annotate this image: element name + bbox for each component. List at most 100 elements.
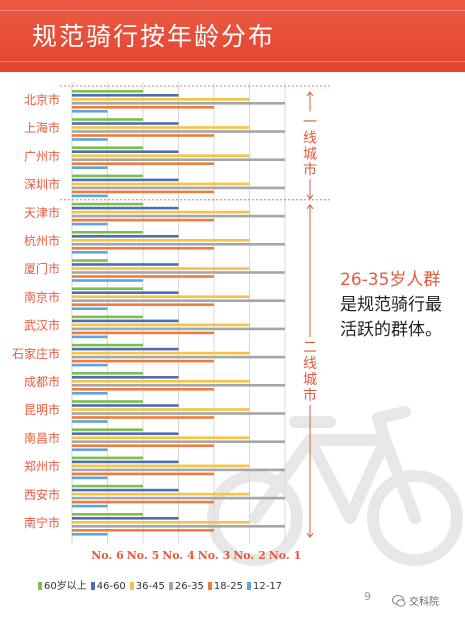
- legend-swatch: [129, 582, 134, 590]
- bar: [72, 102, 285, 105]
- city-labels: 北京市上海市广州市深圳市天津市杭州市厦门市南京市武汉市石家庄市成都市昆明市南昌市…: [12, 92, 60, 530]
- callout-highlight: 26-35岁人群: [340, 270, 441, 290]
- page-number: 9: [364, 590, 371, 603]
- title-banner: 规范骑行按年龄分布: [0, 0, 465, 72]
- bar: [72, 504, 108, 508]
- bar: [72, 247, 214, 250]
- bar: [72, 295, 250, 298]
- bar: [72, 392, 108, 395]
- bar: [72, 351, 250, 355]
- bar: [72, 428, 143, 431]
- tier-arrow-bottom: [306, 532, 314, 539]
- bar: [72, 166, 108, 169]
- tier-label: 一线城市: [303, 114, 317, 178]
- bar: [72, 468, 285, 472]
- x-tick-label: No. 3: [198, 549, 231, 562]
- bar: [72, 110, 108, 113]
- tier-label-bg: [301, 111, 319, 180]
- bar: [72, 182, 250, 186]
- bar: [72, 500, 214, 504]
- city-label: 石家庄市: [12, 346, 60, 361]
- legend-item: 60岁以上: [38, 577, 87, 592]
- bar: [72, 416, 214, 419]
- bar: [72, 488, 179, 492]
- legend-label: 36-45: [135, 581, 165, 592]
- bar: [72, 178, 179, 182]
- bar: [72, 525, 285, 528]
- bar: [72, 118, 143, 121]
- bar: [72, 343, 143, 347]
- bar: [72, 521, 250, 524]
- x-tick-label: No. 4: [162, 549, 195, 562]
- tier-label: 二线城市: [303, 340, 317, 404]
- bar: [72, 150, 179, 153]
- watermark-text: 交科院: [409, 597, 439, 608]
- bar: [72, 388, 214, 391]
- bar: [72, 496, 285, 500]
- bar: [72, 420, 108, 423]
- city-label: 成都市: [24, 374, 60, 389]
- city-label: 深圳市: [24, 177, 60, 192]
- bar: [72, 323, 250, 327]
- x-tick-label: No. 2: [233, 549, 266, 562]
- city-label: 南宁市: [24, 515, 60, 530]
- legend-item: 12-17: [246, 581, 282, 592]
- bar: [72, 98, 250, 101]
- city-label: 北京市: [24, 92, 60, 107]
- bar: [72, 319, 179, 323]
- city-label: 昆明市: [24, 402, 60, 417]
- bar: [72, 271, 285, 274]
- bar: [72, 210, 250, 214]
- bar: [72, 146, 143, 149]
- bar: [72, 400, 143, 403]
- legend-swatch: [168, 582, 173, 590]
- bar: [72, 235, 179, 238]
- bar: [72, 214, 285, 218]
- bar: [72, 243, 285, 246]
- bar: [72, 327, 285, 331]
- bar: [72, 287, 143, 290]
- page-title: 规范骑行按年龄分布: [32, 22, 276, 51]
- city-label: 天津市: [24, 205, 60, 220]
- bar: [72, 126, 250, 129]
- bar: [72, 218, 214, 222]
- city-label: 西安市: [24, 487, 60, 502]
- x-axis-ticks: No. 6 No. 5 No. 4 No. 3 No. 2 No. 1: [91, 549, 301, 562]
- bars: [72, 90, 285, 536]
- bar: [72, 194, 108, 198]
- rank-bar-chart: 北京市上海市广州市深圳市天津市杭州市厦门市南京市武汉市石家庄市成都市昆明市南昌市…: [12, 82, 330, 562]
- bar: [72, 380, 250, 383]
- bar: [72, 138, 108, 141]
- bar: [72, 190, 214, 194]
- bar: [72, 464, 250, 468]
- legend-swatch: [207, 582, 212, 590]
- legend-item: 26-35: [168, 581, 204, 592]
- bar: [72, 291, 179, 294]
- bar: [72, 376, 179, 379]
- bar: [72, 94, 179, 97]
- bar: [72, 408, 250, 411]
- bar: [72, 251, 108, 254]
- bar: [72, 492, 250, 496]
- watermark: 交科院: [392, 593, 439, 608]
- bar: [72, 186, 285, 190]
- bar: [72, 513, 143, 516]
- city-label: 杭州市: [24, 233, 60, 248]
- bar: [72, 331, 214, 335]
- city-label: 厦门市: [24, 261, 60, 276]
- legend-swatch: [38, 582, 42, 590]
- legend-item: 36-45: [129, 581, 165, 592]
- bar: [72, 231, 143, 234]
- bar: [72, 202, 143, 206]
- bar: [72, 533, 108, 536]
- bar: [72, 372, 143, 375]
- bar: [72, 239, 250, 242]
- x-tick-label: No. 6: [91, 549, 124, 562]
- wechat-logo-icon: [392, 594, 406, 607]
- bar: [72, 448, 108, 451]
- city-label: 上海市: [24, 120, 60, 135]
- bar: [72, 263, 179, 266]
- tier-arrow-top: [306, 91, 314, 97]
- bar: [72, 460, 179, 464]
